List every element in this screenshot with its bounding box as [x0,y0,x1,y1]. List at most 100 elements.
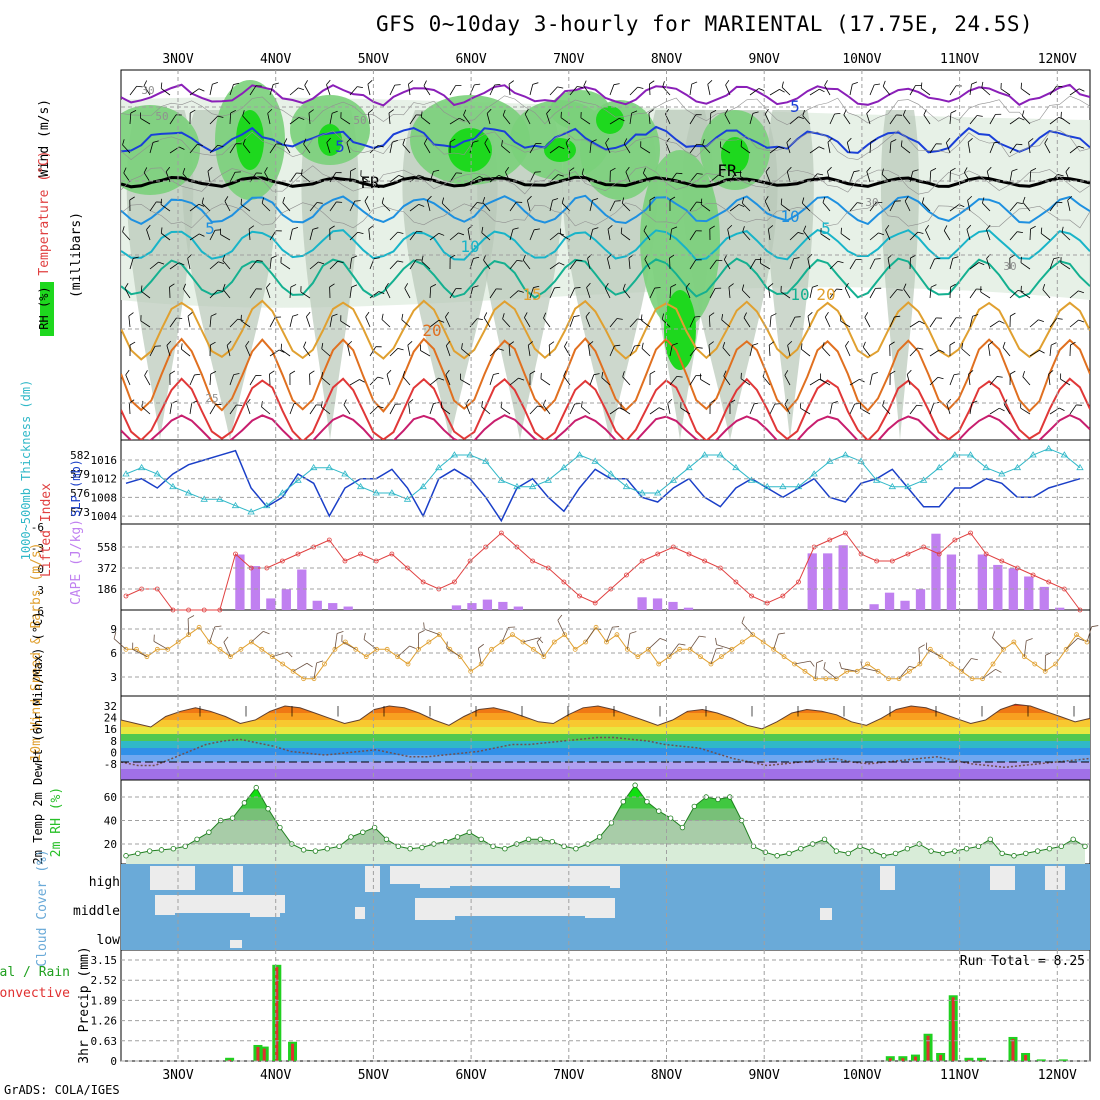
wind-barb [449,172,463,183]
rh-marker [845,850,851,857]
temp-tick: 0 [110,746,117,759]
cape-bar [513,606,523,610]
rh-marker [561,843,567,850]
wind-barb [760,257,771,270]
wind-barb [829,260,844,270]
thickness-marker [294,476,302,483]
rh-shade-saturated [544,138,576,162]
wind10m-barb [397,645,416,657]
wind-barb [829,288,843,299]
wind-barb [321,401,331,415]
rh-marker [904,846,911,852]
wind10m-barb [961,658,978,672]
convective-bar [256,1046,260,1061]
wind-barb [529,82,539,96]
wind-barb [209,261,224,270]
wind-barb [384,282,391,299]
wind-barb [622,283,631,299]
rh-marker [360,829,366,835]
thickness-marker [513,482,521,490]
pressure-tick: 800 [93,322,115,336]
wind-barb [1020,285,1031,299]
wind-barb [689,230,702,241]
wind-barb [648,109,654,125]
rh-marker [1011,853,1017,859]
cape-bar [467,603,477,610]
cloud-gap [820,908,832,920]
wind-barb [189,203,205,212]
wind10m-barb [773,632,786,650]
wind-barb [209,289,224,299]
wind-barb [321,342,331,357]
rh-line [125,784,1086,857]
wind-barb [367,80,373,96]
wind10m-barb [648,638,667,650]
wind-barb [529,171,541,183]
precip-tick: 1.89 [91,994,118,1007]
grid-lines [121,70,1090,1062]
wind-barb [529,228,540,241]
rh-marker [940,850,946,857]
wind-barb [160,198,171,212]
wind-barb [866,108,871,125]
wind-barb [769,403,781,415]
legend-convective: Convective [0,986,70,1001]
wind10m-marker [750,632,756,638]
rh-marker [407,846,413,852]
wind-barb [481,226,491,241]
rh-contour-line [121,95,1090,126]
wind-barb [1009,231,1023,241]
wind10m-barb [251,630,270,643]
wind-barb [182,167,191,183]
rh-marker [667,815,674,821]
wind-barb [909,169,919,183]
cape-bar [250,566,261,610]
wind-barb [667,398,673,415]
wind-barb [807,312,813,328]
contour-label: 5 [821,219,831,238]
wind-barb [1065,166,1071,183]
wind-barb [809,173,824,183]
wind-barb [1042,283,1051,299]
wind10m-marker [666,654,672,660]
rh-shade-saturated [236,110,264,170]
wind-barb [589,373,600,386]
rh-band [126,820,1085,844]
wind-barb [169,400,178,415]
cape-bar [838,545,848,610]
rh-marker [348,834,354,840]
wind-barb [189,144,203,154]
wind-barb [381,313,391,328]
wind-barb [609,344,621,357]
wind-barb [269,82,279,96]
wind-barb [1067,195,1073,212]
thickness-marker [638,489,646,496]
lifted-index-marker [999,558,1005,564]
cloud-gap [1045,866,1065,890]
rh-shade-moist [640,150,720,330]
wind-barb [502,109,511,125]
precip-bar [225,1057,235,1061]
cape-bar [977,554,988,610]
rh-marker [644,799,650,805]
wind-barb [289,370,296,386]
wind-barb [269,143,282,154]
rh-marker [1082,843,1088,850]
wind10m-marker [363,654,369,660]
wind-barb [864,312,871,328]
wind-barb [765,166,771,183]
wind-barb [429,283,437,299]
wind-barb [469,285,479,299]
temp-band [121,741,1090,748]
wind-barb [128,399,135,415]
cloud-gap [610,866,620,888]
wind-barb [609,83,620,96]
wind-barb [882,400,891,415]
wind10m-marker [1032,661,1038,667]
wind-barb [369,405,384,415]
wind10m-marker [165,646,171,652]
wind10m-barb [477,643,484,665]
thickness-marker [356,482,365,490]
wind-barb [1029,349,1045,357]
wind-barb [1009,168,1018,183]
